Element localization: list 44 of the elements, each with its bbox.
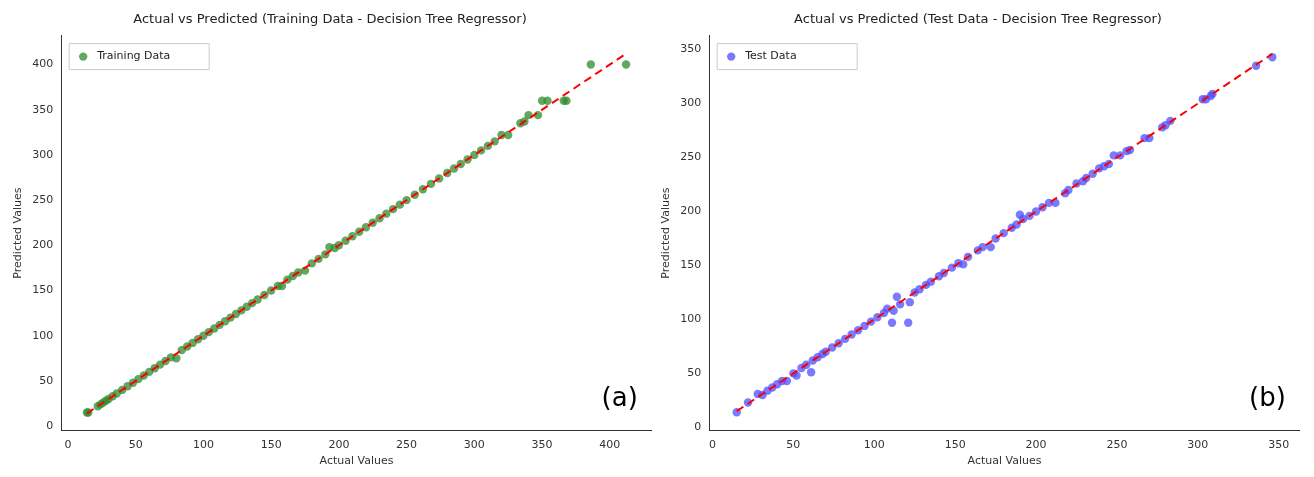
x-tick-label: 50	[128, 438, 143, 452]
y-tick-label: 300	[680, 96, 702, 110]
x-tick-label: 250	[396, 438, 418, 452]
x-tick-label: 400	[599, 438, 621, 452]
x-tick-label: 100	[863, 438, 885, 452]
x-tick-label: 350	[531, 438, 553, 452]
x-tick-label: 200	[1025, 438, 1047, 452]
annotation: (a)	[601, 382, 638, 413]
x-tick-label: 100	[192, 438, 214, 452]
y-tick-label: 300	[32, 147, 54, 161]
annotation: (b)	[1249, 382, 1286, 413]
y-tick-label: 50	[687, 366, 702, 380]
legend-label: Test Data	[744, 49, 797, 63]
x-tick-label: 50	[786, 438, 801, 452]
chart-title: Actual vs Predicted (Training Data - Decision Tree Regressor)	[133, 11, 527, 27]
x-tick-label: 300	[463, 438, 485, 452]
x-tick-label: 350	[1268, 438, 1290, 452]
x-tick-label: 300	[1187, 438, 1209, 452]
x-tick-label: 200	[328, 438, 350, 452]
y-tick-label: 0	[46, 418, 54, 432]
y-tick-label: 350	[680, 42, 702, 56]
legend-label: Training Data	[96, 49, 171, 63]
y-tick-label: 150	[32, 283, 54, 297]
y-tick-label: 150	[680, 258, 702, 272]
y-tick-label: 200	[680, 204, 702, 218]
x-tick-label: 250	[1106, 438, 1128, 452]
y-tick-label: 100	[32, 328, 54, 342]
x-tick-label: 150	[260, 438, 282, 452]
y-tick-label: 350	[32, 102, 54, 116]
y-tick-label: 400	[32, 57, 54, 71]
y-tick-label: 50	[39, 373, 54, 387]
y-axis-title: Predicted Values	[659, 187, 673, 279]
y-tick-label: 0	[694, 420, 702, 434]
y-tick-label: 250	[680, 150, 702, 164]
x-tick-label: 0	[708, 438, 716, 452]
y-tick-label: 200	[32, 238, 54, 252]
x-tick-label: 150	[944, 438, 966, 452]
x-axis-title: Actual Values	[319, 454, 394, 468]
y-tick-label: 100	[680, 312, 702, 326]
y-tick-label: 250	[32, 192, 54, 206]
x-axis-title: Actual Values	[967, 454, 1042, 468]
x-tick-label: 0	[64, 438, 72, 452]
chart-title: Actual vs Predicted (Test Data - Decision Tree Regressor)	[794, 11, 1162, 27]
y-axis-title: Predicted Values	[11, 187, 25, 279]
